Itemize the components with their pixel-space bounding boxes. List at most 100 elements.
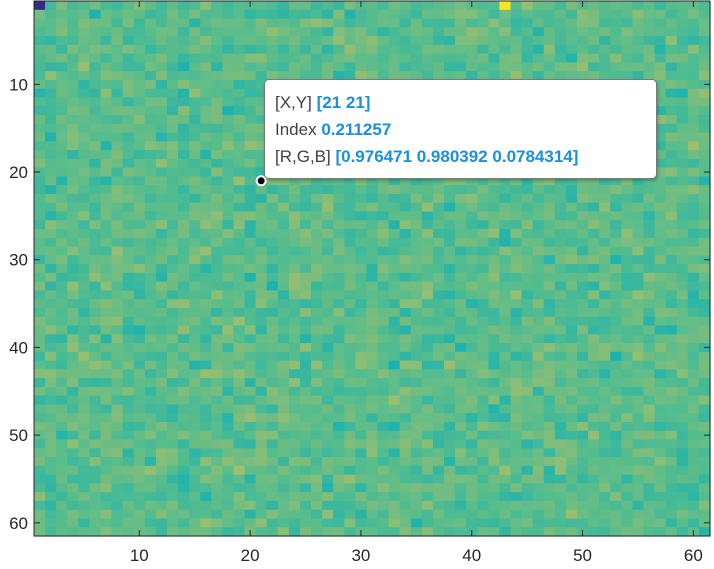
- heatmap-cell: [665, 141, 678, 151]
- heatmap-cell: [166, 202, 179, 213]
- heatmap-cell: [621, 9, 634, 20]
- heatmap-cell: [122, 465, 135, 476]
- heatmap-cell: [521, 9, 534, 20]
- heatmap-cell: [610, 246, 622, 256]
- heatmap-cell: [687, 465, 700, 476]
- heatmap-cell: [410, 229, 423, 239]
- heatmap-cell: [266, 518, 279, 528]
- heatmap-cell: [444, 465, 456, 476]
- heatmap-cell: [100, 465, 113, 476]
- heatmap-cell: [543, 448, 556, 458]
- heatmap-cell: [322, 36, 334, 46]
- heatmap-cell: [466, 53, 478, 63]
- heatmap-cell: [488, 36, 501, 46]
- heatmap-cell: [288, 448, 301, 458]
- heatmap-cell: [698, 272, 711, 283]
- heatmap-cell: [521, 351, 534, 362]
- heatmap-cell: [565, 1, 578, 11]
- heatmap-cell: [466, 281, 478, 292]
- heatmap-cell: [632, 229, 645, 239]
- heatmap-cell: [366, 430, 379, 441]
- heatmap-cell: [410, 509, 423, 520]
- heatmap-cell: [632, 176, 645, 186]
- heatmap-cell: [288, 1, 301, 11]
- heatmap-cell: [554, 492, 567, 502]
- heatmap-cell: [288, 369, 301, 379]
- heatmap-cell: [133, 404, 146, 414]
- heatmap-cell: [222, 465, 235, 476]
- heatmap-cell: [178, 404, 190, 414]
- heatmap-cell: [100, 193, 113, 204]
- heatmap-cell: [610, 307, 622, 318]
- heatmap-cell: [654, 79, 667, 90]
- heatmap-cell: [67, 88, 79, 99]
- heatmap-cell: [565, 527, 578, 537]
- heatmap-cell: [621, 325, 634, 335]
- heatmap-cell: [610, 290, 622, 300]
- heatmap-cell: [366, 448, 379, 458]
- heatmap-cell: [532, 369, 545, 379]
- heatmap-cell: [687, 404, 700, 414]
- heatmap-cell: [455, 36, 467, 46]
- heatmap-cell: [299, 430, 312, 441]
- heatmap-cell: [377, 44, 390, 55]
- heatmap-cell: [432, 316, 445, 327]
- heatmap-cell: [78, 351, 91, 362]
- heatmap-cell: [687, 123, 700, 134]
- heatmap-cell: [222, 500, 235, 511]
- heatmap-cell: [599, 492, 611, 502]
- heatmap-cell: [277, 500, 290, 511]
- heatmap-cell: [288, 53, 301, 63]
- heatmap-cell: [432, 255, 445, 265]
- heatmap-cell: [577, 421, 589, 432]
- heatmap-cell: [56, 71, 68, 81]
- heatmap-cell: [244, 509, 257, 520]
- heatmap-cell: [444, 9, 456, 20]
- heatmap-cell: [643, 299, 656, 309]
- heatmap-cell: [610, 430, 622, 441]
- heatmap-cell: [255, 500, 268, 511]
- heatmap-cell: [510, 492, 523, 502]
- heatmap-cell: [166, 176, 179, 186]
- heatmap-cell: [299, 237, 312, 248]
- heatmap-cell: [499, 421, 512, 432]
- heatmap-cell: [100, 237, 113, 248]
- datatip[interactable]: [X,Y] [21 21] Index 0.211257 [R,G,B] [0.…: [264, 79, 657, 179]
- heatmap-cell: [621, 334, 634, 344]
- heatmap-cell: [510, 62, 523, 72]
- heatmap-cell: [178, 500, 190, 511]
- heatmap-cell: [233, 193, 246, 204]
- heatmap-cell: [521, 1, 534, 11]
- heatmap-cell: [122, 115, 135, 125]
- heatmap-cell: [643, 474, 656, 484]
- heatmap-cell: [377, 395, 390, 406]
- heatmap-cell: [521, 360, 534, 370]
- heatmap-cell: [277, 44, 290, 55]
- datatip-marker[interactable]: [255, 175, 267, 187]
- heatmap-cell: [610, 483, 622, 493]
- heatmap-cell: [599, 386, 611, 397]
- heatmap-cell: [288, 316, 301, 327]
- heatmap-cell: [189, 457, 201, 467]
- heatmap-cell: [211, 176, 223, 186]
- heatmap-cell: [377, 71, 390, 81]
- heatmap-cell: [588, 62, 600, 72]
- heatmap-cell: [244, 237, 257, 248]
- heatmap-cell: [89, 158, 102, 169]
- heatmap-cell: [355, 483, 368, 493]
- heatmap-cell: [421, 465, 434, 476]
- heatmap-cell: [488, 457, 501, 467]
- heatmap-cell: [122, 386, 135, 397]
- heatmap-cell: [621, 483, 634, 493]
- heatmap-cell: [499, 44, 512, 55]
- heatmap-cell: [344, 483, 356, 493]
- heatmap-cell: [466, 413, 478, 423]
- heatmap-cell: [654, 430, 667, 441]
- heatmap-cell: [233, 237, 246, 248]
- heatmap-cell: [676, 53, 689, 63]
- heatmap-cell: [34, 290, 46, 300]
- heatmap-cell: [421, 360, 434, 370]
- heatmap-cell: [355, 246, 368, 256]
- heatmap-cell: [344, 1, 356, 11]
- datatip-xy-value: [21 21]: [316, 93, 371, 112]
